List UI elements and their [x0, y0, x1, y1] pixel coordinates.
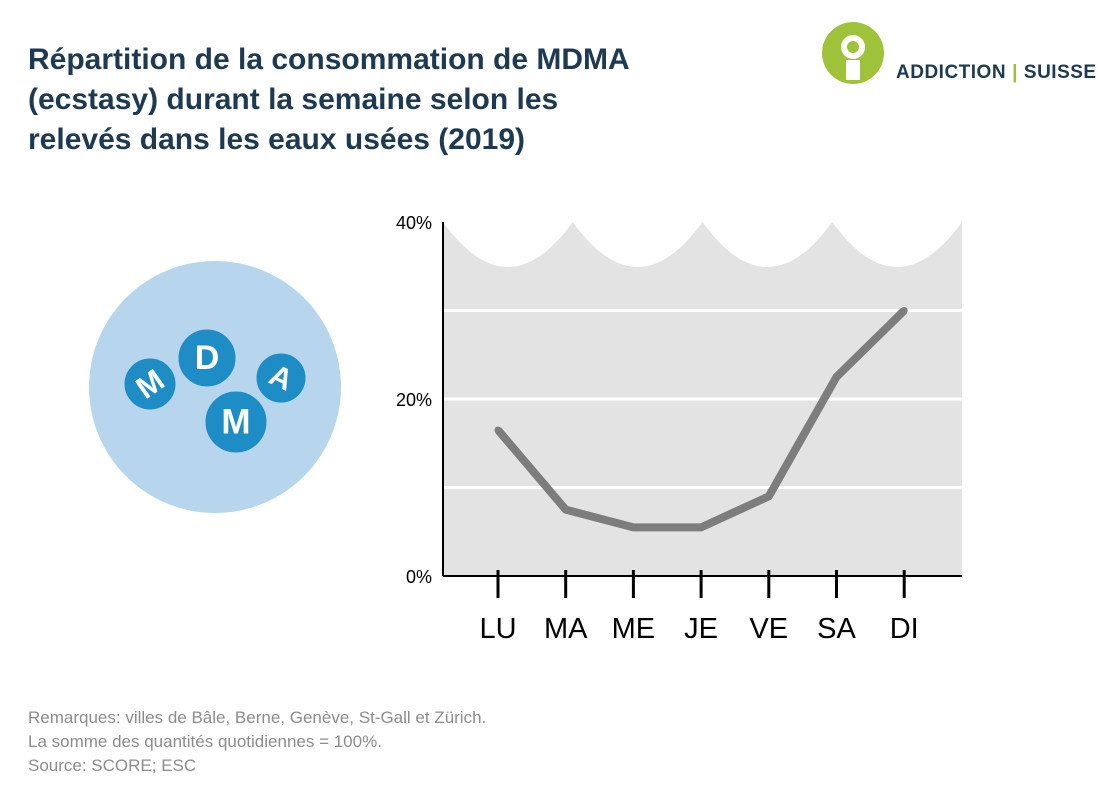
x-tick-label: ME: [612, 613, 656, 645]
logo-brand-part1: ADDICTION: [896, 62, 1007, 83]
logo-circle: [822, 22, 884, 84]
person-icon: [841, 35, 865, 80]
logo-separator: |: [1012, 62, 1018, 83]
pills-icon: M D A M: [89, 261, 341, 513]
x-tick-label: MA: [544, 613, 588, 645]
logo-text: ADDICTION | SUISSE: [896, 62, 1097, 84]
data-point-sa: [833, 373, 840, 381]
data-point-ve: [765, 492, 773, 500]
data-point-me: [629, 523, 637, 531]
y-tick-label: 40%: [396, 213, 432, 233]
pill-m2: M: [202, 388, 270, 456]
x-tick-label: DI: [890, 613, 919, 645]
chart-title: Répartition de la consommation de MDMA (…: [28, 40, 788, 160]
pill-letter-d: D: [195, 339, 220, 377]
data-point-ma: [562, 506, 570, 514]
pill-d: D: [175, 326, 239, 390]
footnotes: Remarques: villes de Bâle, Berne, Genève…: [28, 706, 486, 778]
data-point-di: [900, 307, 908, 314]
note-sum: La somme des quantités quotidiennes = 10…: [28, 732, 382, 751]
note-source: Source: SCORE; ESC: [28, 756, 197, 775]
x-tick-label: LU: [479, 613, 516, 645]
line-chart: 40% 20% 0% LU MA ME JE VE SA DI: [396, 213, 962, 645]
title-line-3: relevés dans les eaux usées (2019): [28, 123, 525, 156]
pill-m1: M: [121, 355, 179, 413]
x-tick-label: SA: [817, 613, 856, 645]
pill-a: A: [253, 350, 309, 406]
x-tick-label: JE: [684, 613, 718, 645]
pill-letter-m2: M: [221, 403, 250, 442]
y-tick-label: 0%: [406, 567, 432, 587]
x-tick-label: VE: [749, 613, 788, 645]
title-line-2: (ecstasy) durant la semaine selon les: [28, 83, 559, 116]
y-tick-label: 20%: [396, 390, 432, 410]
brand-logo: ADDICTION | SUISSE: [822, 22, 1096, 84]
data-point-lu: [494, 426, 502, 434]
note-cities: Remarques: villes de Bâle, Berne, Genève…: [28, 708, 487, 727]
title-line-1: Répartition de la consommation de MDMA: [28, 43, 630, 76]
data-point-je: [697, 523, 705, 531]
logo-brand-part2: SUISSE: [1023, 62, 1097, 83]
